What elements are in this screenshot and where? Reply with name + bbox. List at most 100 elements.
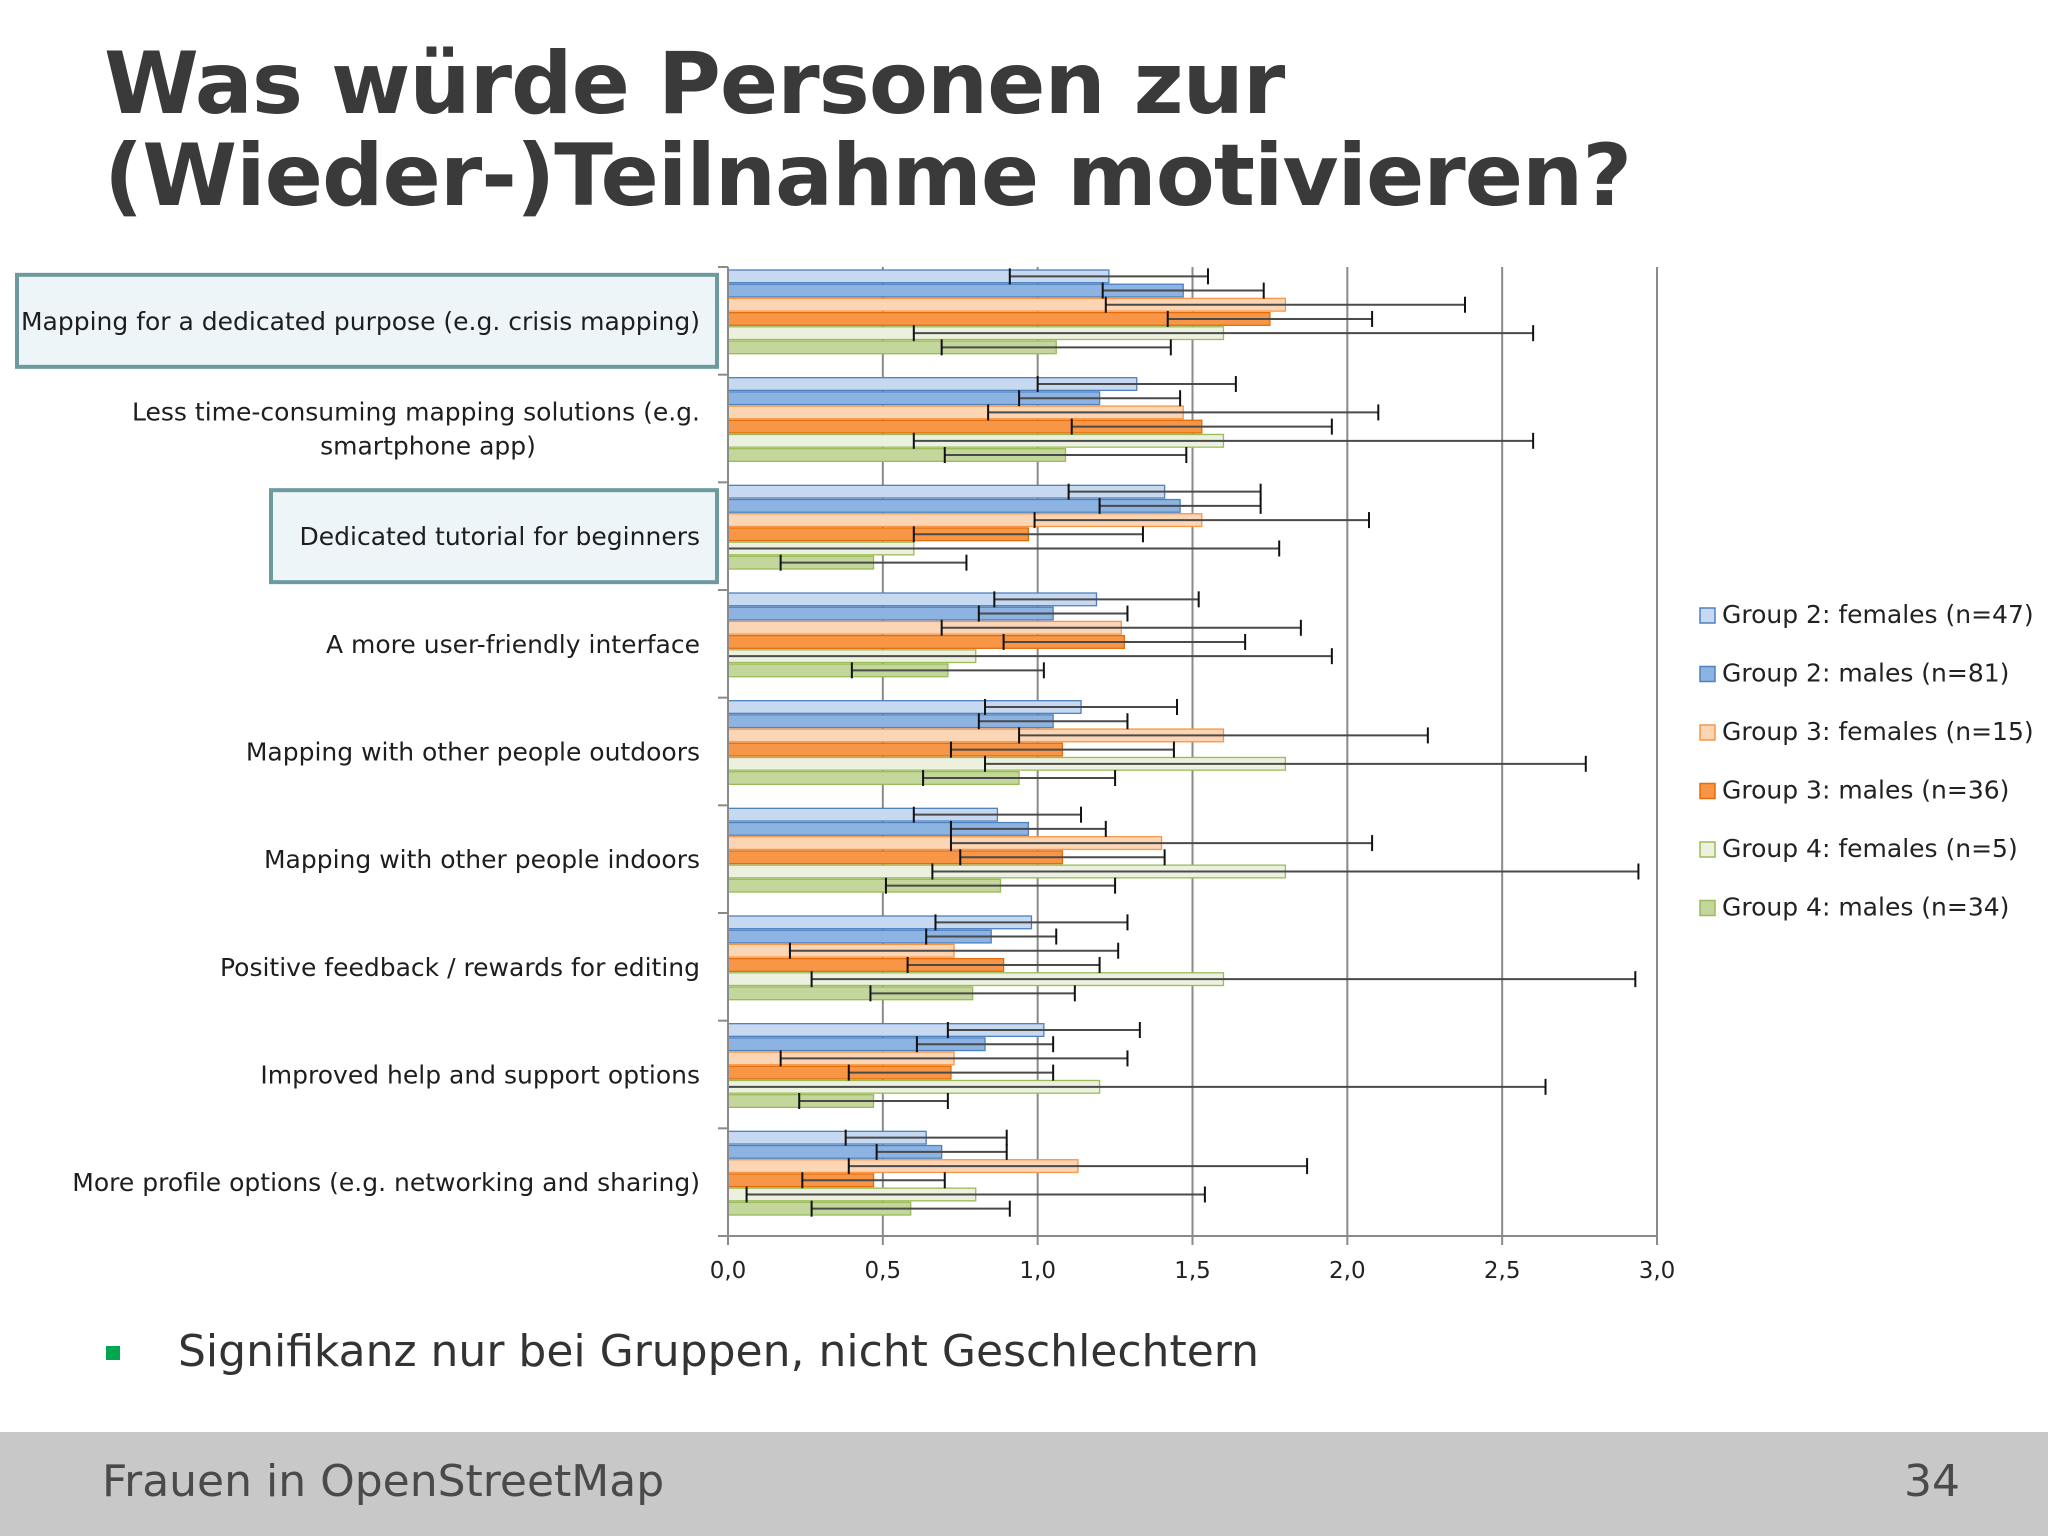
error-bar-4-4 xyxy=(984,755,1587,772)
legend-entry-5: Group 4: males (n=34) xyxy=(1699,893,2009,922)
error-bar-4-1 xyxy=(977,713,1129,730)
legend-swatch-1 xyxy=(1699,665,1716,683)
error-bar-5-1 xyxy=(949,820,1107,837)
error-bar-5-0 xyxy=(912,806,1083,823)
error-bar-7-1 xyxy=(915,1036,1055,1053)
error-bar-2-3 xyxy=(912,526,1144,543)
highlight-boxes xyxy=(15,272,719,585)
x-tick-label-4: 2,0 xyxy=(1329,1258,1366,1284)
chart-axes: 0,0 0,5 1,0 1,5 2,0 2,5 3,0 xyxy=(710,266,1676,1284)
error-bar-0-0 xyxy=(1008,268,1209,285)
slide-title-line-2: (Wieder-)Teilnahme motivieren? xyxy=(104,126,1632,226)
error-bar-1-4 xyxy=(912,432,1535,449)
error-bar-2-0 xyxy=(1067,483,1262,500)
legend-entry-3: Group 3: males (n=36) xyxy=(1699,776,2009,805)
error-bar-1-0 xyxy=(1036,376,1237,393)
category-label-2: Dedicated tutorial for beginners xyxy=(300,522,700,551)
category-label-4: Mapping with other people outdoors xyxy=(246,738,700,767)
error-bar-1-2 xyxy=(987,404,1380,421)
error-bar-4-2 xyxy=(1018,727,1429,744)
highlight-box-2 xyxy=(269,488,719,585)
legend-entry-1: Group 2: males (n=81) xyxy=(1699,659,2009,688)
error-bar-7-5 xyxy=(798,1093,949,1110)
legend-entry-2: Group 3: females (n=15) xyxy=(1699,717,2034,746)
error-bar-8-1 xyxy=(875,1143,1008,1160)
error-bar-3-2 xyxy=(940,619,1302,636)
legend-swatch-2 xyxy=(1699,724,1716,741)
footer-bar: Frauen in OpenStreetMap 34 xyxy=(0,1432,2048,1536)
error-bar-5-5 xyxy=(884,877,1117,894)
x-tick-label-5: 2,5 xyxy=(1484,1258,1521,1284)
error-bar-0-1 xyxy=(1101,282,1265,299)
error-bar-6-4 xyxy=(810,971,1637,988)
error-bar-6-5 xyxy=(869,985,1076,1002)
legend-swatch-3 xyxy=(1699,782,1716,800)
legend-label-3: Group 3: males (n=36) xyxy=(1722,776,2009,805)
legend-swatch-0 xyxy=(1699,607,1716,624)
legend-entry-0: Group 2: females (n=47) xyxy=(1699,600,2034,629)
error-bar-8-5 xyxy=(810,1200,1011,1217)
legend-swatch-4 xyxy=(1699,841,1716,858)
legend-label-2: Group 3: females (n=15) xyxy=(1722,717,2034,746)
error-bar-8-0 xyxy=(844,1129,1008,1146)
error-bar-7-2 xyxy=(779,1050,1129,1067)
error-bar-7-3 xyxy=(847,1064,1055,1081)
error-bar-3-3 xyxy=(1002,633,1247,650)
category-label-3: A more user-friendly interface xyxy=(326,630,700,659)
error-bar-4-5 xyxy=(922,770,1117,787)
error-bar-8-3 xyxy=(801,1172,946,1189)
error-bar-2-2 xyxy=(1033,512,1371,529)
error-bar-6-1 xyxy=(925,928,1058,945)
error-bar-6-3 xyxy=(906,956,1101,973)
slide-title: Was würde Personen zur (Wieder-)Teilnahm… xyxy=(104,38,1632,226)
error-bar-1-5 xyxy=(943,447,1188,464)
error-bar-0-2 xyxy=(1104,296,1467,313)
error-bar-3-0 xyxy=(993,591,1200,608)
category-label-6: Positive feedback / rewards for editing xyxy=(220,953,700,982)
x-tick-label-1: 0,5 xyxy=(865,1258,902,1284)
bullet-square-icon xyxy=(106,1346,120,1360)
chart-legend: Group 2: females (n=47) Group 2: males (n… xyxy=(1699,600,2034,922)
category-label-8: More profile options (e.g. networking an… xyxy=(72,1168,700,1197)
page-number: 34 xyxy=(1904,1456,1960,1507)
error-bar-1-3 xyxy=(1070,418,1333,435)
category-label-5: Mapping with other people indoors xyxy=(264,845,700,874)
error-bar-6-0 xyxy=(934,914,1129,931)
legend-entry-4: Group 4: females (n=5) xyxy=(1699,834,2018,863)
error-bar-4-3 xyxy=(949,741,1175,758)
error-bar-8-4 xyxy=(745,1186,1206,1203)
error-bar-7-0 xyxy=(946,1022,1141,1039)
legend-label-4: Group 4: females (n=5) xyxy=(1722,834,2018,863)
legend-swatch-5 xyxy=(1699,899,1716,917)
error-bar-3-5 xyxy=(850,662,1045,679)
highlight-box-0 xyxy=(15,272,719,369)
error-bar-0-4 xyxy=(912,325,1535,342)
x-tick-label-0: 0,0 xyxy=(710,1258,747,1284)
category-label-7: Improved help and support options xyxy=(260,1061,700,1090)
error-bar-8-2 xyxy=(847,1158,1309,1175)
error-bar-3-1 xyxy=(977,605,1129,622)
error-bar-1-1 xyxy=(1018,390,1182,407)
category-label-0: Mapping for a dedicated purpose (e.g. cr… xyxy=(21,307,700,336)
error-bar-0-3 xyxy=(1166,310,1374,327)
legend-label-1: Group 2: males (n=81) xyxy=(1722,659,2009,688)
error-bar-5-3 xyxy=(959,849,1166,866)
error-bar-6-2 xyxy=(788,942,1120,959)
legend-label-5: Group 4: males (n=34) xyxy=(1722,893,2009,922)
chart-error-bars xyxy=(727,268,1640,1217)
error-bar-0-5 xyxy=(940,339,1172,356)
error-bar-4-0 xyxy=(984,699,1179,716)
bullet-text: Signifikanz nur bei Gruppen, nicht Gesch… xyxy=(178,1326,1259,1377)
footer-title: Frauen in OpenStreetMap xyxy=(102,1456,665,1507)
bar-chart: 0,0 0,5 1,0 1,5 2,0 2,5 3,0 Mapping for a dedi… xyxy=(15,266,2034,1284)
error-bar-2-1 xyxy=(1098,497,1262,514)
x-tick-label-2: 1,0 xyxy=(1019,1258,1056,1284)
x-tick-label-3: 1,5 xyxy=(1174,1258,1211,1284)
legend-label-0: Group 2: females (n=47) xyxy=(1722,600,2034,629)
error-bar-5-2 xyxy=(949,835,1374,852)
category-labels: Mapping for a dedicated purpose (e.g. cr… xyxy=(21,307,700,1197)
x-tick-label-6: 3,0 xyxy=(1639,1258,1676,1284)
category-label-1: Less time-consuming mapping solutions (e… xyxy=(132,398,700,461)
error-bar-2-5 xyxy=(779,554,968,571)
error-bar-5-4 xyxy=(931,863,1640,880)
